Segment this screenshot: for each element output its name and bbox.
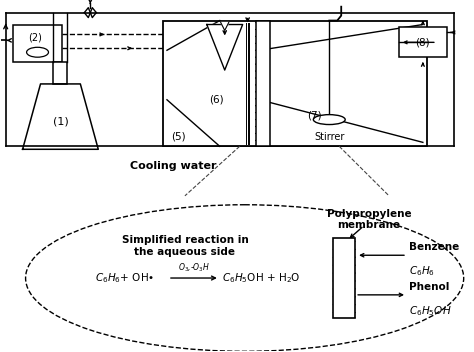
Text: (7): (7): [307, 111, 322, 121]
Text: $O_3$,-$O_3$H: $O_3$,-$O_3$H: [178, 262, 210, 274]
Bar: [333, 238, 355, 318]
Ellipse shape: [313, 115, 345, 125]
Text: $C_6H_6$: $C_6H_6$: [409, 252, 435, 278]
Bar: [255, 20, 270, 146]
Text: Polypropylene
membrane: Polypropylene membrane: [327, 209, 411, 230]
Text: Simplified reaction in
the aqueous side: Simplified reaction in the aqueous side: [121, 235, 248, 257]
Text: (5): (5): [171, 131, 186, 142]
Text: (6): (6): [209, 95, 223, 105]
Text: Cooling water: Cooling water: [130, 161, 217, 171]
Polygon shape: [221, 23, 229, 31]
Bar: [163, 20, 427, 146]
Text: (2): (2): [28, 32, 43, 43]
Bar: [13, 25, 63, 62]
Text: Stirrer: Stirrer: [314, 132, 345, 143]
Text: Phenol: Phenol: [409, 282, 449, 292]
Polygon shape: [207, 25, 243, 70]
Bar: [399, 27, 447, 57]
Bar: [54, 62, 67, 84]
Text: (1): (1): [53, 117, 68, 127]
Text: Benzene: Benzene: [409, 242, 459, 252]
Text: $C_6H_5$OH + H$_2$O: $C_6H_5$OH + H$_2$O: [222, 271, 301, 285]
Polygon shape: [23, 84, 98, 149]
Text: (8): (8): [416, 37, 430, 47]
Text: $C_6H_6$+ OH•: $C_6H_6$+ OH•: [95, 271, 155, 285]
Text: $C_6H_5OH$: $C_6H_5OH$: [409, 292, 452, 318]
